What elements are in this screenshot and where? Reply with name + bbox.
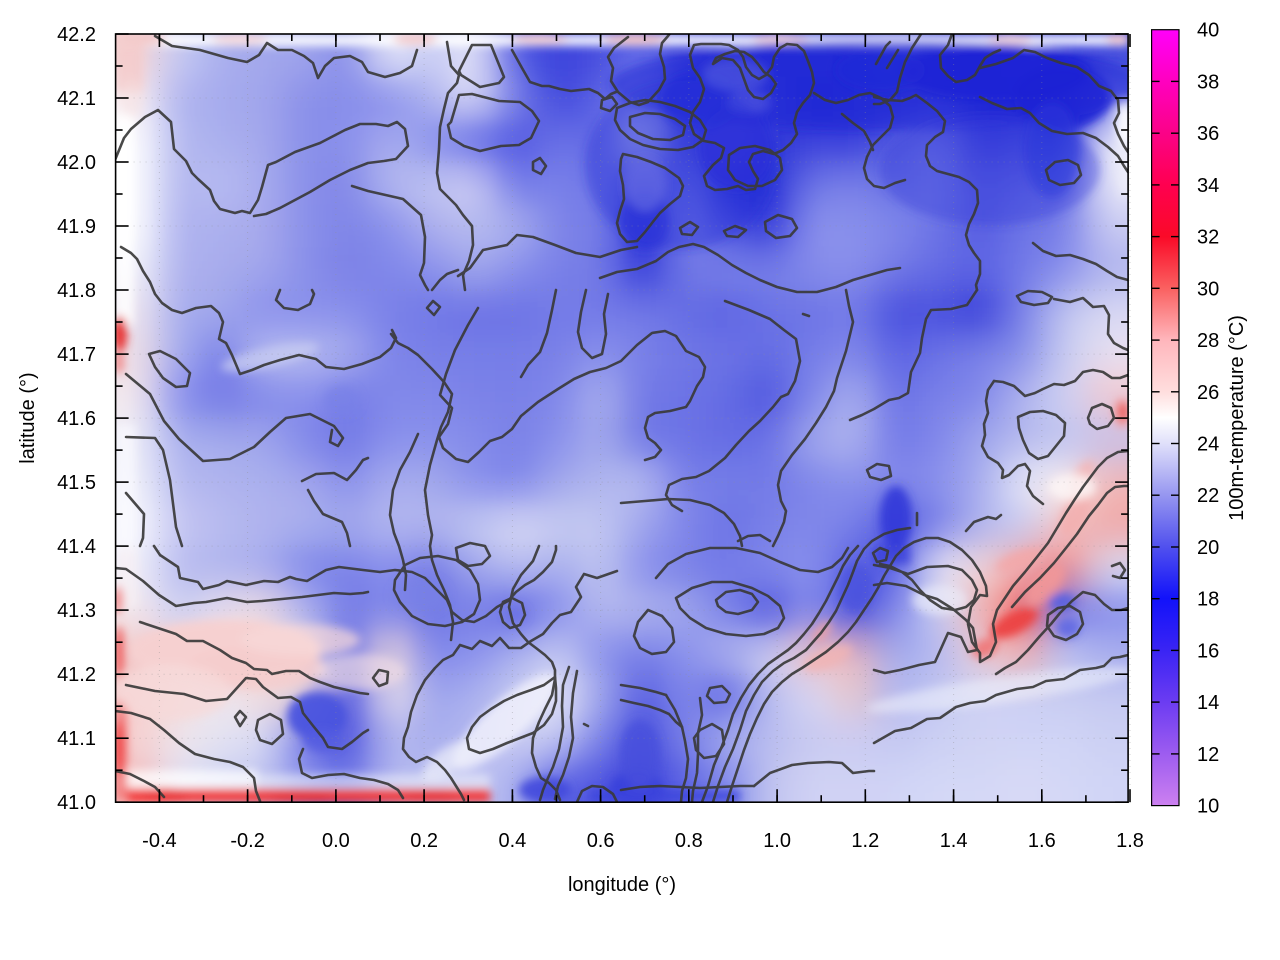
- svg-text:18: 18: [1197, 589, 1219, 611]
- svg-text:41.2: 41.2: [57, 664, 96, 686]
- svg-text:41.5: 41.5: [57, 472, 96, 494]
- svg-text:-0.4: -0.4: [142, 830, 176, 852]
- svg-text:0.0: 0.0: [322, 830, 350, 852]
- svg-text:0.4: 0.4: [498, 830, 526, 852]
- svg-text:1.4: 1.4: [940, 830, 968, 852]
- svg-text:16: 16: [1197, 640, 1219, 662]
- svg-text:12: 12: [1197, 744, 1219, 766]
- svg-text:1.6: 1.6: [1028, 830, 1056, 852]
- svg-text:1.2: 1.2: [851, 830, 879, 852]
- svg-text:10: 10: [1197, 796, 1219, 818]
- svg-text:38: 38: [1197, 71, 1219, 93]
- svg-text:36: 36: [1197, 123, 1219, 145]
- svg-text:-0.2: -0.2: [230, 830, 264, 852]
- svg-text:42.1: 42.1: [57, 88, 96, 110]
- svg-text:42.0: 42.0: [57, 152, 96, 174]
- svg-text:22: 22: [1197, 485, 1219, 507]
- svg-text:41.0: 41.0: [57, 792, 96, 814]
- svg-text:40: 40: [1197, 20, 1219, 42]
- svg-text:longitude (°): longitude (°): [568, 874, 676, 896]
- svg-text:20: 20: [1197, 537, 1219, 559]
- svg-text:41.6: 41.6: [57, 408, 96, 430]
- svg-text:1.0: 1.0: [763, 830, 791, 852]
- svg-text:30: 30: [1197, 278, 1219, 300]
- svg-text:41.9: 41.9: [57, 216, 96, 238]
- svg-text:41.4: 41.4: [57, 536, 96, 558]
- svg-text:1.8: 1.8: [1116, 830, 1144, 852]
- svg-text:100m-temperature (°C): 100m-temperature (°C): [1226, 315, 1248, 521]
- svg-text:41.1: 41.1: [57, 728, 96, 750]
- svg-text:42.2: 42.2: [57, 24, 96, 46]
- svg-text:41.8: 41.8: [57, 280, 96, 302]
- svg-text:41.3: 41.3: [57, 600, 96, 622]
- svg-text:14: 14: [1197, 692, 1219, 714]
- svg-text:28: 28: [1197, 330, 1219, 352]
- svg-text:24: 24: [1197, 434, 1219, 456]
- svg-text:0.8: 0.8: [675, 830, 703, 852]
- svg-text:latitude (°): latitude (°): [17, 372, 39, 463]
- svg-text:41.7: 41.7: [57, 344, 96, 366]
- svg-text:32: 32: [1197, 227, 1219, 249]
- svg-text:34: 34: [1197, 175, 1219, 197]
- svg-text:0.2: 0.2: [410, 830, 438, 852]
- svg-text:0.6: 0.6: [587, 830, 615, 852]
- svg-text:26: 26: [1197, 382, 1219, 404]
